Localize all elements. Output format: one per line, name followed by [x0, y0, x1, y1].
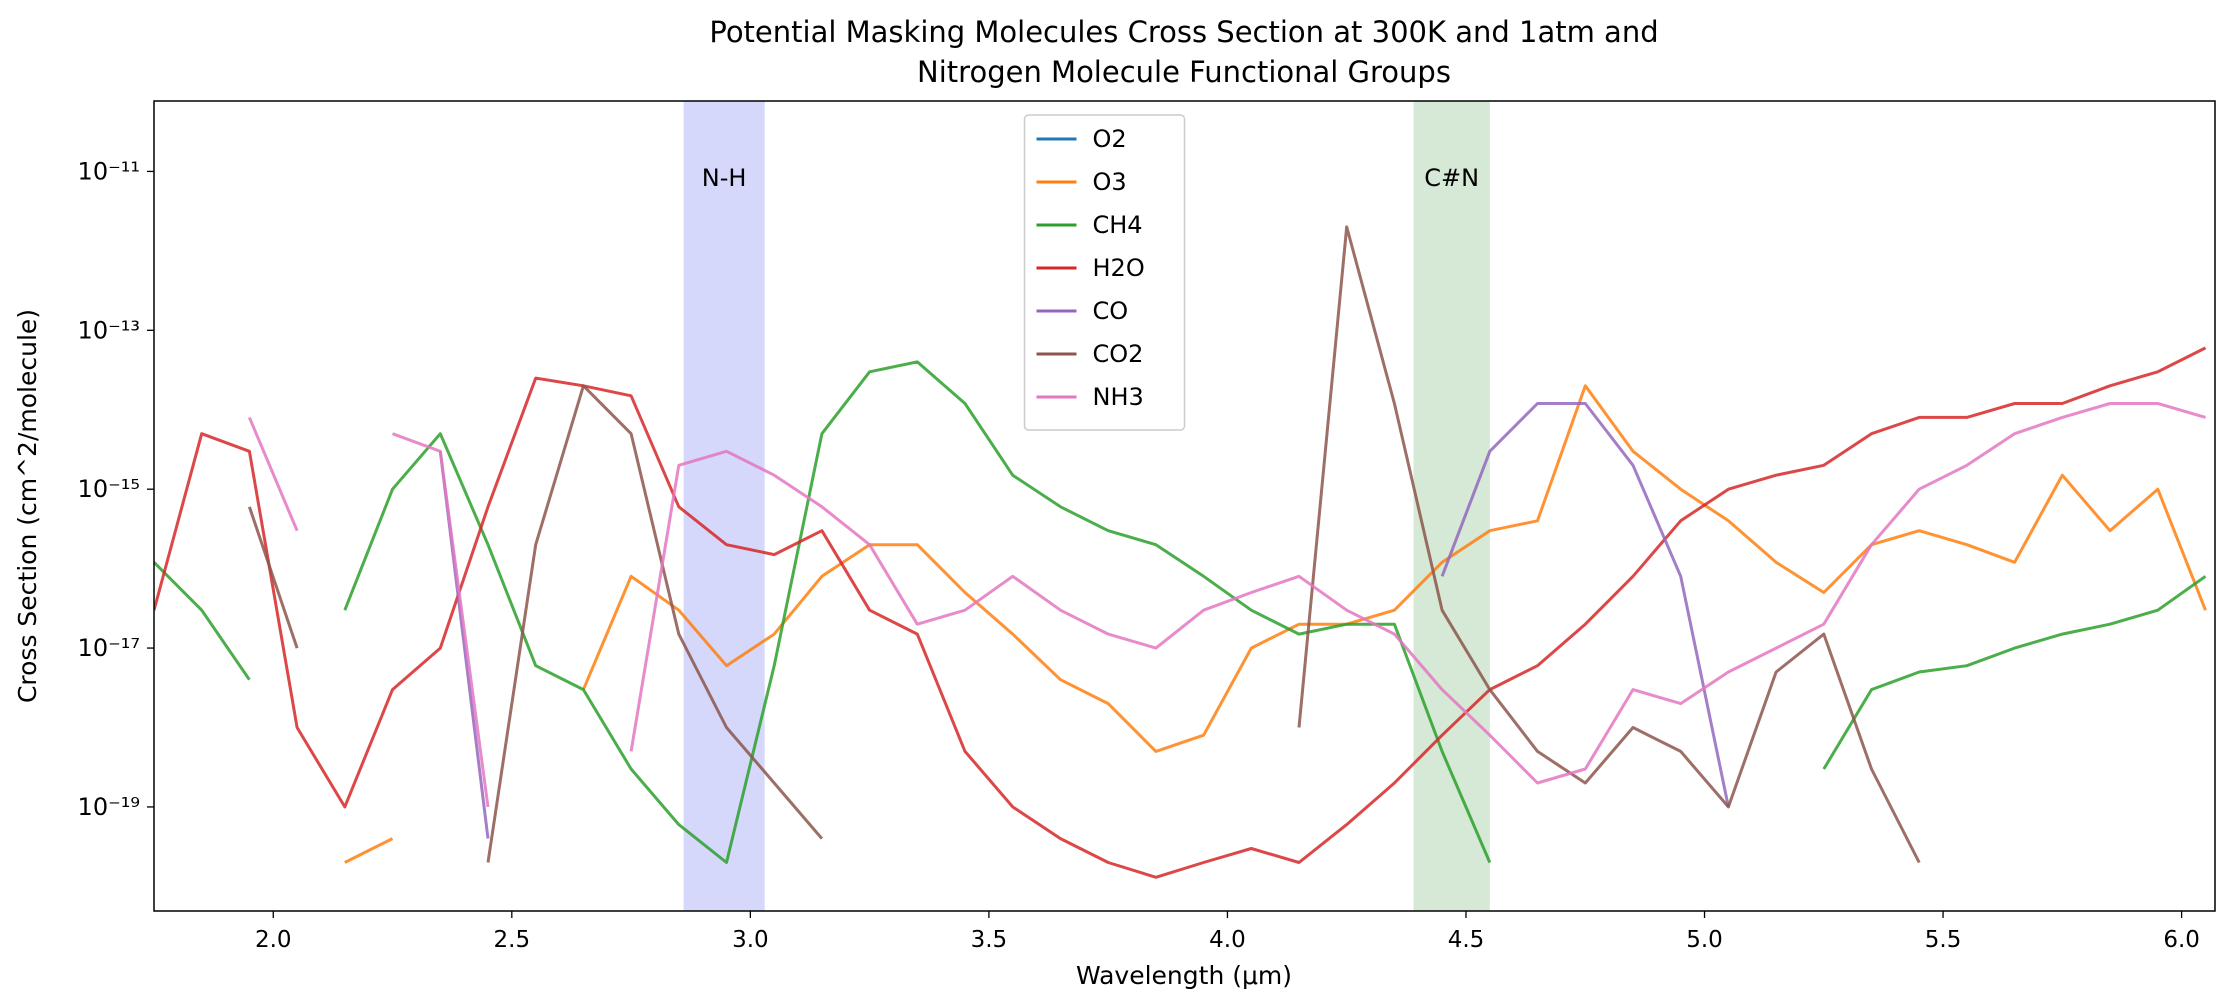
bands: N-H C#N: [683, 101, 1490, 911]
legend-label: O3: [1093, 168, 1127, 196]
x-tick-label: 2.0: [255, 927, 292, 953]
y-tick-label: 10⁻¹⁷: [78, 634, 140, 662]
legend-label: NH3: [1093, 383, 1144, 411]
x-tick-label: 6.0: [2163, 927, 2200, 953]
chart-title: Potential Masking Molecules Cross Sectio…: [709, 15, 1658, 49]
series-line: [154, 346, 2207, 879]
legend-label: CO: [1093, 297, 1129, 325]
series-line: [247, 225, 1921, 864]
x-tick-label: 5.0: [1686, 927, 1723, 953]
x-tick-label: 4.0: [1209, 927, 1246, 953]
x-tick-label: 4.5: [1448, 927, 1485, 953]
axes: 2.0 2.5 3.0 3.5 4.0 4.5 5.0 5.5 6.0 10⁻¹¹ 10⁻¹³ 10⁻…: [78, 100, 2216, 953]
y-tick-label: 10⁻¹¹: [78, 157, 140, 185]
x-tick-label: 3.0: [732, 927, 769, 953]
band-label: N-H: [702, 164, 747, 192]
x-tick-label: 5.5: [1925, 927, 1962, 953]
series-line: [344, 384, 2207, 864]
y-tick-label: 10⁻¹⁵: [78, 475, 140, 503]
legend-label: CH4: [1093, 211, 1143, 239]
y-axis-label: Cross Section (cm^2/molecule): [13, 309, 42, 703]
legend-label: H2O: [1093, 254, 1145, 282]
y-tick-label: 10⁻¹⁹: [78, 793, 140, 821]
plot-frame: [153, 100, 2216, 912]
chart-title: Nitrogen Molecule Functional Groups: [917, 55, 1451, 89]
band: [1413, 101, 1490, 911]
band: [683, 101, 765, 911]
legend-label: CO2: [1093, 340, 1144, 368]
x-axis-label: Wavelength (μm): [1076, 961, 1292, 990]
series-line: [248, 402, 2206, 808]
band-label: C#N: [1424, 164, 1479, 192]
series-line: [154, 360, 2207, 864]
lines: [154, 225, 2207, 879]
legend-box: [1023, 114, 1186, 431]
legend-label: O2: [1093, 125, 1127, 153]
x-tick-label: 3.5: [971, 927, 1008, 953]
y-tick-label: 10⁻¹³: [78, 316, 140, 344]
x-tick-label: 2.5: [494, 927, 531, 953]
